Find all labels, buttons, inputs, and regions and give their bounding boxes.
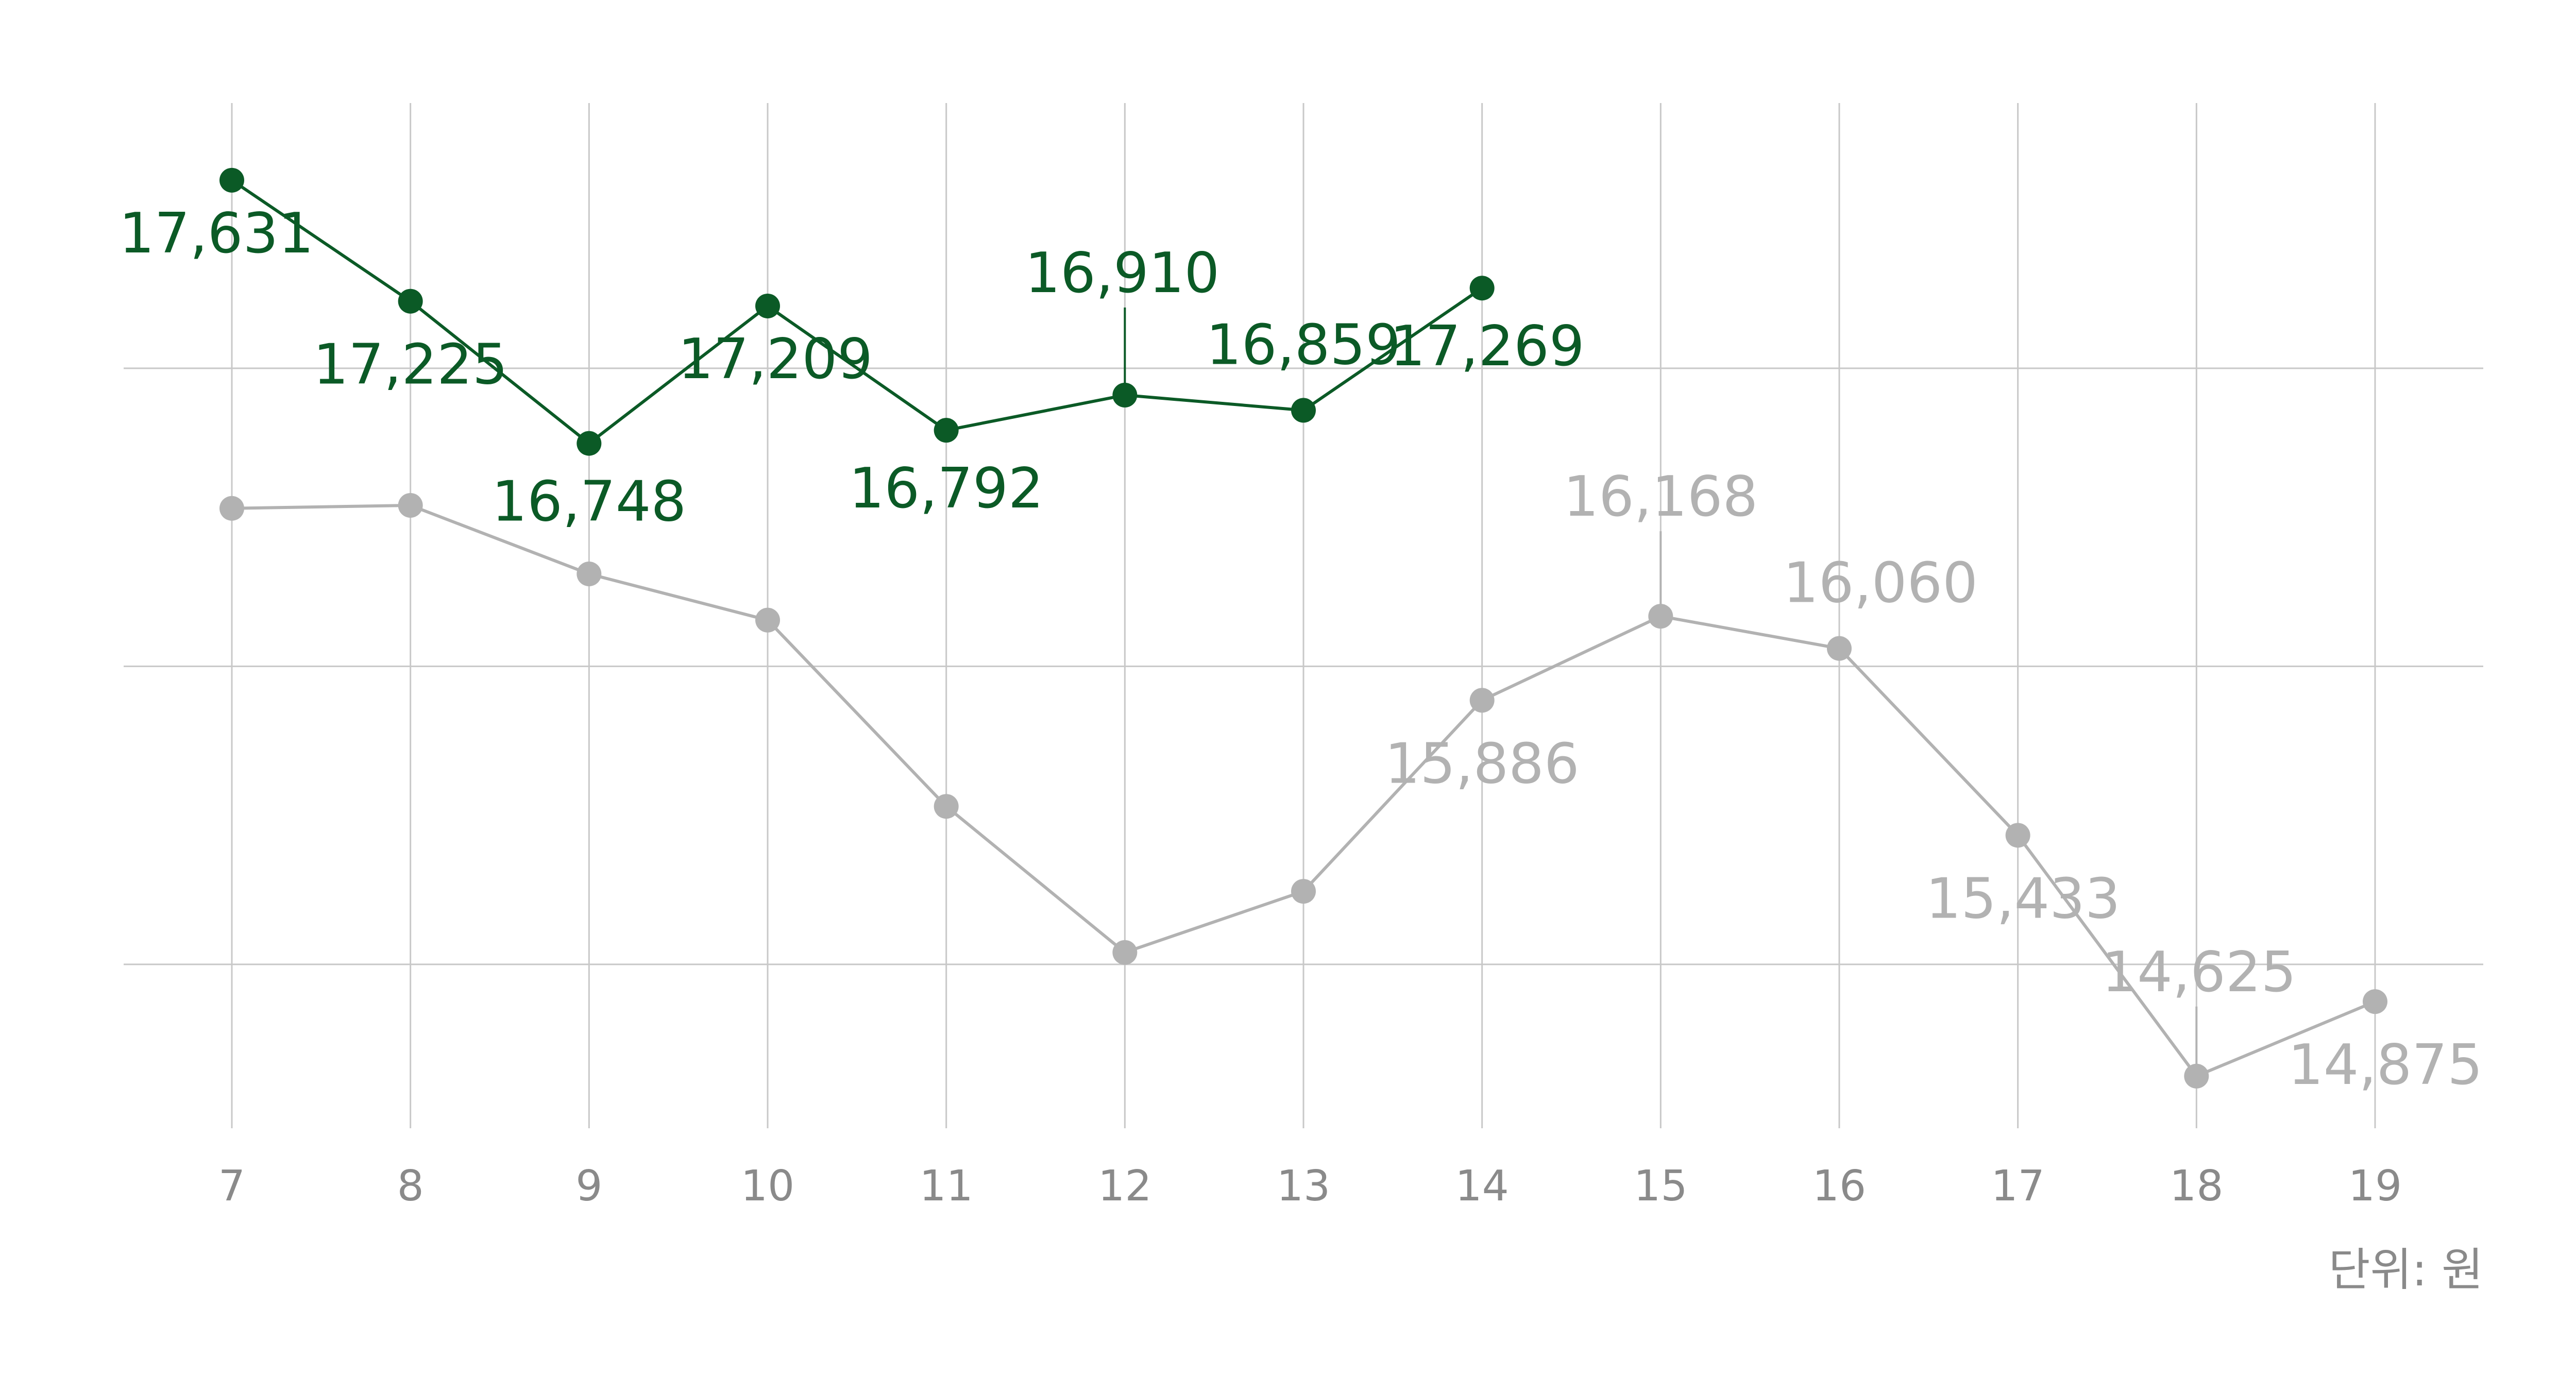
data-point [1469,276,1495,301]
data-label: 16,792 [849,456,1044,521]
series-line [231,179,1483,445]
data-point [934,418,959,443]
data-point [219,496,244,521]
data-label: 15,886 [1385,732,1580,796]
data-label: 16,060 [1783,551,1978,616]
data-label: 16,910 [1025,241,1219,306]
x-tick-label: 14 [1455,1162,1509,1211]
x-tick-label: 11 [919,1162,973,1211]
data-label: 17,225 [313,333,508,397]
grid [124,103,2483,1128]
data-point [577,431,602,456]
data-point [219,167,244,193]
data-label: 16,859 [1206,313,1401,377]
data-label: 14,625 [2102,940,2296,1005]
x-tick-label: 10 [741,1162,794,1211]
data-point [934,794,959,819]
data-label: 17,209 [678,327,873,392]
data-point [398,493,423,518]
x-tick-label: 16 [1812,1162,1866,1211]
x-tick-label: 19 [2348,1162,2402,1211]
data-label: 17,631 [119,201,314,266]
data-label: 17,269 [1390,314,1585,379]
data-labels: 17,631 17,225 16,748 17,209 16,792 16,910 16,8… [119,201,2483,1097]
x-tick-label: 8 [397,1162,424,1211]
x-tick-label: 17 [1991,1162,2044,1211]
data-point [1291,398,1316,423]
data-label: 16,168 [1563,465,1758,529]
x-tick-label: 7 [218,1162,245,1211]
data-label: 14,875 [2288,1033,2483,1097]
x-axis-ticks: 7 8 9 10 11 12 13 14 15 16 17 18 19 [218,1162,2402,1211]
data-point [1112,940,1138,965]
x-tick-label: 12 [1098,1162,1151,1211]
x-tick-label: 13 [1277,1162,1330,1211]
data-label: 15,433 [1926,867,2121,931]
data-point [755,607,780,633]
data-point [2363,989,2387,1014]
x-tick-label: 9 [575,1162,602,1211]
data-point [755,293,780,318]
data-point [398,289,423,314]
data-point [1827,636,1852,661]
data-point [577,562,602,587]
data-point [2005,823,2030,848]
data-label: 16,748 [492,470,686,534]
x-tick-label: 18 [2170,1162,2223,1211]
data-point [1291,879,1316,904]
x-tick-label: 15 [1634,1162,1687,1211]
unit-label: 단위: 원 [2328,1243,2483,1296]
series-group [219,167,2387,1089]
data-point [1469,688,1495,713]
